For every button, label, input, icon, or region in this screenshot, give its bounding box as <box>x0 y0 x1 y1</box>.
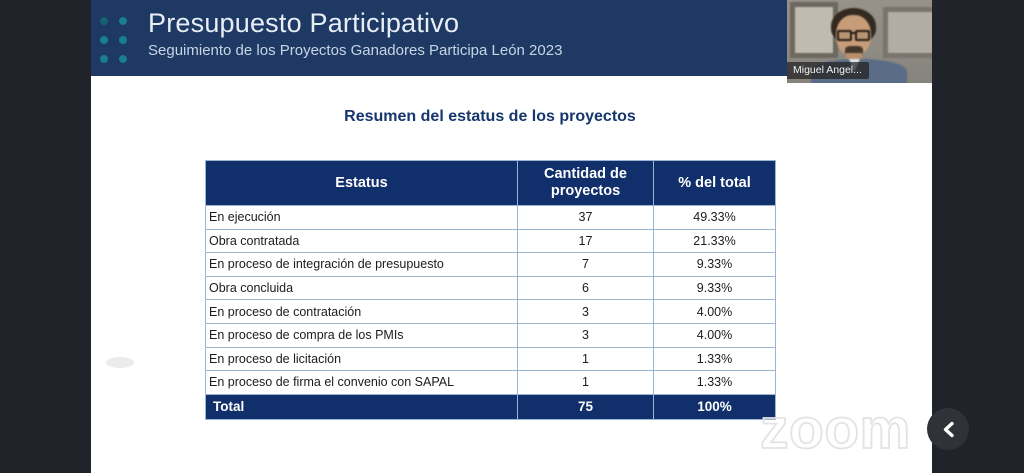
percent-cell: 4.00% <box>653 322 776 348</box>
total-count-cell: 75 <box>517 393 654 420</box>
slide-smudge-artifact <box>106 357 134 368</box>
percent-cell: 1.33% <box>653 370 776 395</box>
status-cell: En proceso de compra de los PMIs <box>205 322 518 348</box>
table-row: En proceso de compra de los PMIs 3 4.00% <box>205 322 776 348</box>
count-cell: 17 <box>517 228 654 254</box>
percent-cell: 9.33% <box>653 275 776 301</box>
table-row: En proceso de firma el convenio con SAPA… <box>205 370 776 395</box>
table-row: En proceso de integración de presupuesto… <box>205 252 776 277</box>
logo-dot-icon <box>119 55 127 63</box>
slide-title: Resumen del estatus de los proyectos <box>344 108 636 125</box>
logo-dot-icon <box>100 17 108 25</box>
participant-video-thumbnail[interactable]: Miguel Angel... <box>787 0 932 83</box>
status-cell: En ejecución <box>205 205 518 230</box>
table-row: En proceso de contratación 3 4.00% <box>205 299 776 324</box>
participant-neck <box>846 53 862 63</box>
participant-name-label: Miguel Angel... <box>787 62 869 79</box>
status-cell: Obra concluida <box>205 275 518 301</box>
table-total-row: Total 75 100% <box>205 393 776 420</box>
table-header-row: Estatus Cantidad de proyectos % del tota… <box>205 160 776 206</box>
banner-titles: Presupuesto Participativo Seguimiento de… <box>148 8 562 59</box>
count-cell: 37 <box>517 205 654 230</box>
percent-cell: 21.33% <box>653 228 776 254</box>
logo-dot-icon <box>119 36 127 44</box>
count-cell: 1 <box>517 370 654 395</box>
slide-banner: Presupuesto Participativo Seguimiento de… <box>91 0 787 76</box>
count-cell: 3 <box>517 299 654 324</box>
status-cell: En proceso de firma el convenio con SAPA… <box>205 370 518 395</box>
project-status-table: Estatus Cantidad de proyectos % del tota… <box>205 160 776 420</box>
percent-cell: 49.33% <box>653 205 776 230</box>
logo-dot-icon <box>100 55 108 63</box>
banner-title: Presupuesto Participativo <box>148 8 460 38</box>
total-percent-cell: 100% <box>653 393 776 420</box>
percent-cell: 9.33% <box>653 252 776 277</box>
column-header-cantidad: Cantidad de proyectos <box>517 160 654 206</box>
column-header-estatus: Estatus <box>205 160 518 206</box>
participant-goatee <box>845 46 863 57</box>
status-cell: En proceso de licitación <box>205 346 518 372</box>
count-cell: 1 <box>517 346 654 372</box>
banner-subtitle: Seguimiento de los Proyectos Ganadores P… <box>148 42 563 59</box>
table-row: En ejecución 37 49.33% <box>205 205 776 230</box>
table-row: En proceso de licitación 1 1.33% <box>205 346 776 372</box>
total-label-cell: Total <box>205 393 518 420</box>
percent-cell: 1.33% <box>653 346 776 372</box>
logo-dot-icon <box>100 36 108 44</box>
glasses-bridge <box>852 32 856 34</box>
participant-glasses <box>836 30 871 42</box>
chevron-left-icon <box>942 421 955 438</box>
table-row: Obra concluida 6 9.33% <box>205 275 776 301</box>
table-row: Obra contratada 17 21.33% <box>205 228 776 254</box>
status-cell: En proceso de contratación <box>205 299 518 324</box>
dot-grid-logo-icon <box>100 17 127 63</box>
status-cell: En proceso de integración de presupuesto <box>205 252 518 277</box>
status-cell: Obra contratada <box>205 228 518 254</box>
glasses-lens <box>837 30 852 41</box>
percent-cell: 4.00% <box>653 299 776 324</box>
previous-slide-button[interactable] <box>927 408 969 450</box>
count-cell: 7 <box>517 252 654 277</box>
wall-picture-frame <box>883 7 932 58</box>
logo-dot-icon <box>119 17 127 25</box>
glasses-lens <box>855 30 870 41</box>
count-cell: 6 <box>517 275 654 301</box>
column-header-porcentaje: % del total <box>653 160 776 206</box>
count-cell: 3 <box>517 322 654 348</box>
